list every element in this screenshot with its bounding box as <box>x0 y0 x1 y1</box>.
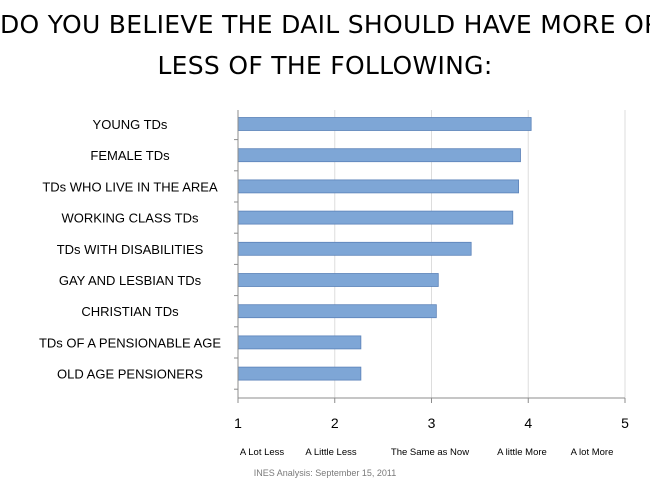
category-label: TDs OF A PENSIONABLE AGE <box>39 335 221 350</box>
source-note: INES Analysis: September 15, 2011 <box>253 468 397 478</box>
category-label: TDs WITH DISABILITIES <box>57 242 204 257</box>
scale-label: A Lot Less <box>240 447 285 458</box>
bar <box>237 241 472 256</box>
scale-label: A Little Less <box>305 447 356 458</box>
scale-label: A lot More <box>571 447 614 458</box>
chart-title-line-1: DO YOU BELIEVE THE DAIL SHOULD HAVE MORE… <box>0 10 650 39</box>
axes <box>234 110 626 403</box>
x-tick-label: 2 <box>331 415 339 431</box>
category-label: YOUNG TDs <box>93 117 168 132</box>
bar <box>237 210 514 225</box>
x-tick-label: 1 <box>234 415 242 431</box>
category-label: TDs WHO LIVE IN THE AREA <box>42 179 218 194</box>
category-label: CHRISTIAN TDs <box>81 304 179 319</box>
scale-label: A little More <box>497 447 547 458</box>
category-label: GAY AND LESBIAN TDs <box>59 273 202 288</box>
bar <box>237 335 362 350</box>
bar <box>237 304 437 319</box>
x-tick-label: 3 <box>428 415 436 431</box>
bars <box>237 117 532 381</box>
bar <box>237 366 362 381</box>
bar <box>237 179 519 194</box>
bar <box>237 148 521 163</box>
category-label: OLD AGE PENSIONERS <box>57 367 203 382</box>
labels: YOUNG TDs FEMALE TDs TDs WHO LIVE IN THE A… <box>39 117 629 458</box>
bar <box>237 117 532 131</box>
scale-label: The Same as Now <box>391 447 469 458</box>
category-label: WORKING CLASS TDs <box>61 211 199 226</box>
category-label: FEMALE TDs <box>90 148 170 163</box>
x-tick-label: 4 <box>524 415 532 431</box>
chart-title-line-2: LESS OF THE FOLLOWING: <box>157 51 493 80</box>
bar <box>237 273 439 287</box>
x-tick-label: 5 <box>621 415 629 431</box>
